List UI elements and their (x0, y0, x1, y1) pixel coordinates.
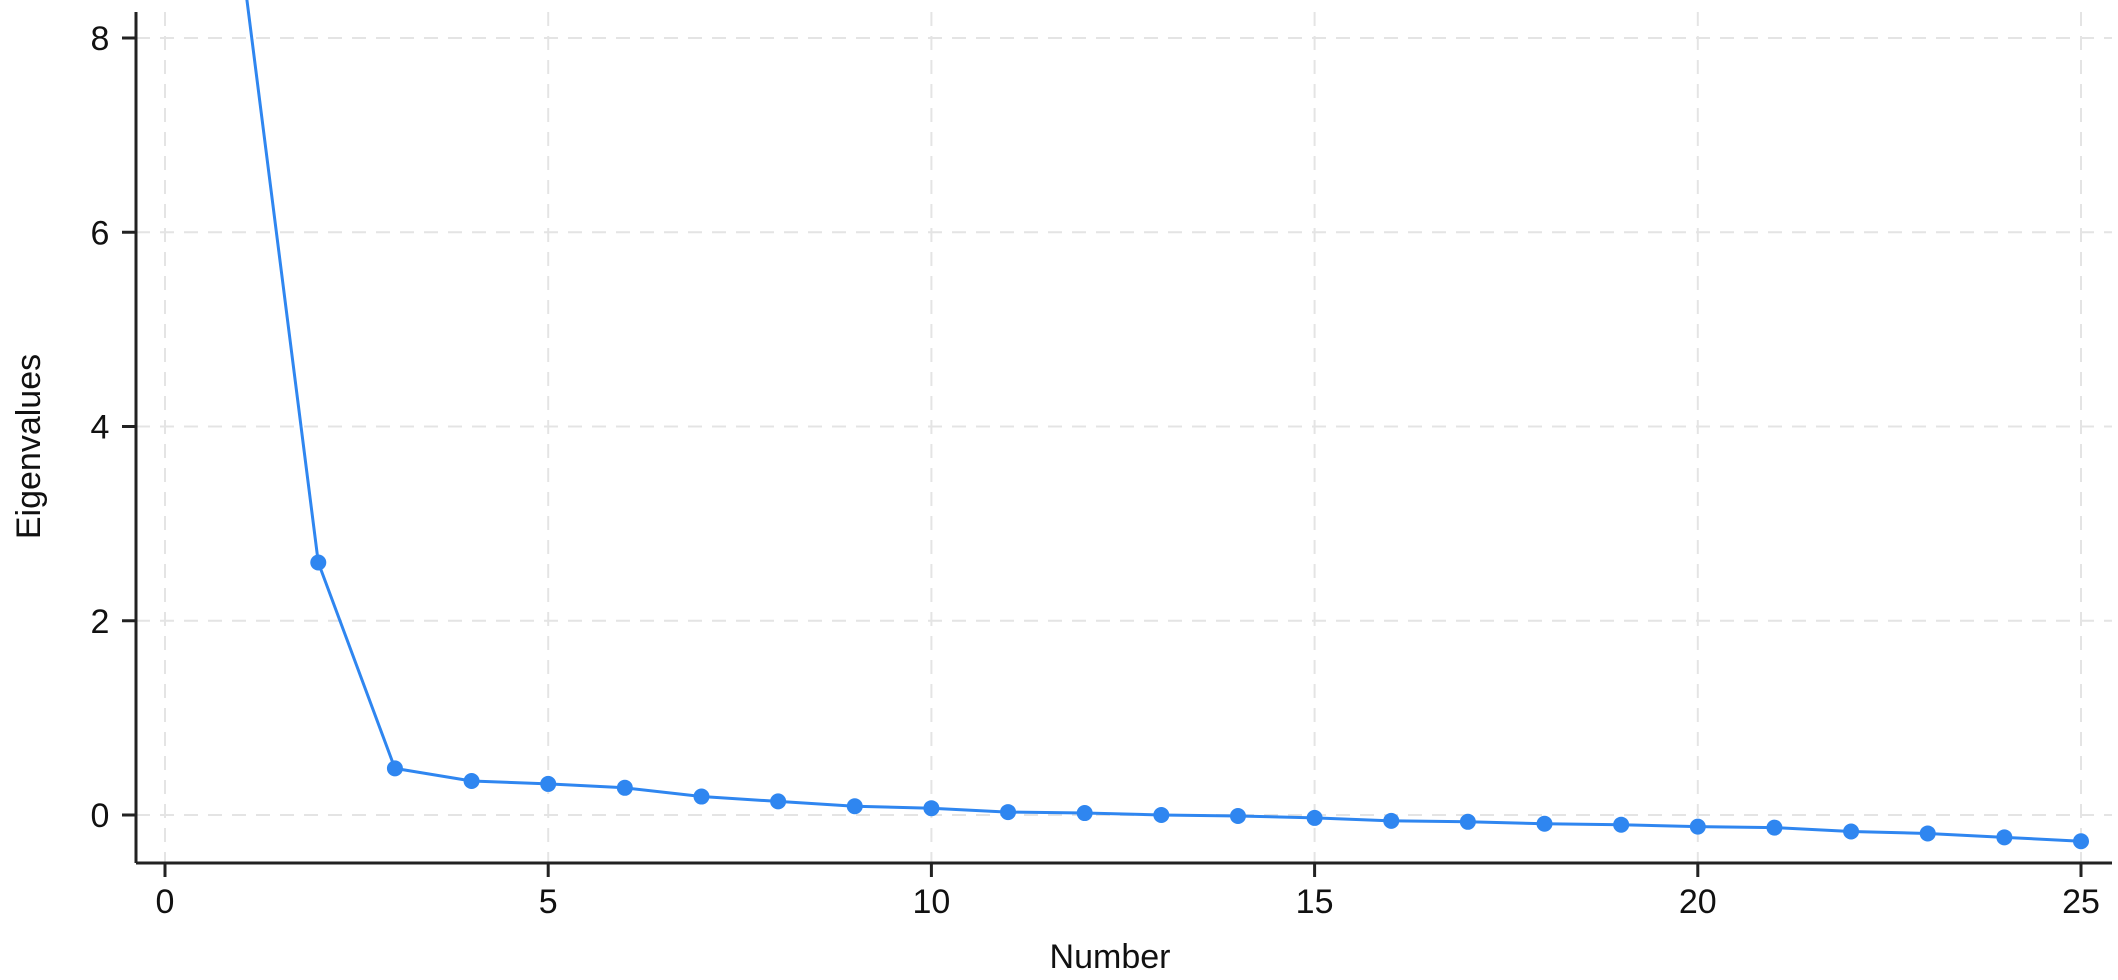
y-axis-title: Eigenvalues (10, 354, 48, 539)
grid (136, 12, 2112, 863)
data-point (1383, 812, 1400, 829)
y-tick-label: 8 (91, 20, 110, 58)
axes (134, 12, 2112, 865)
x-tick-label: 0 (156, 883, 175, 921)
data-point (1766, 819, 1783, 836)
data-point (1000, 804, 1017, 821)
data-point (310, 554, 327, 571)
x-axis-title: Number (1050, 938, 1171, 975)
y-tick-label: 6 (91, 214, 110, 252)
series (245, 0, 2089, 850)
data-point (923, 800, 940, 817)
data-point (1536, 815, 1553, 832)
data-point (2073, 833, 2089, 850)
data-point (1459, 813, 1476, 830)
data-point (1153, 807, 1170, 823)
data-point (693, 788, 710, 805)
series-line (245, 0, 2082, 843)
x-tick-label: 20 (1679, 883, 1717, 921)
x-tick-label: 5 (539, 883, 558, 921)
data-point (770, 793, 787, 810)
data-point (616, 779, 633, 796)
y-tick-label: 2 (91, 603, 110, 641)
y-tick-label: 0 (91, 797, 110, 835)
data-point (1229, 807, 1246, 824)
x-tick-label: 15 (1296, 883, 1334, 921)
data-point (1306, 809, 1323, 826)
data-point (1843, 823, 1860, 840)
data-point (540, 775, 557, 792)
y-tick-label: 4 (91, 409, 110, 447)
x-tick-label: 25 (2062, 883, 2100, 921)
data-point (1613, 816, 1630, 833)
data-point (1996, 829, 2013, 846)
data-point (463, 773, 480, 790)
data-point (846, 798, 863, 815)
x-tick-label: 10 (912, 883, 950, 921)
data-point (1076, 805, 1093, 822)
ticks: 0 5 10 15 20 25 0 2 4 6 8 (91, 20, 2100, 921)
data-point (386, 760, 403, 777)
data-point (1919, 825, 1936, 842)
data-point (1689, 818, 1706, 835)
